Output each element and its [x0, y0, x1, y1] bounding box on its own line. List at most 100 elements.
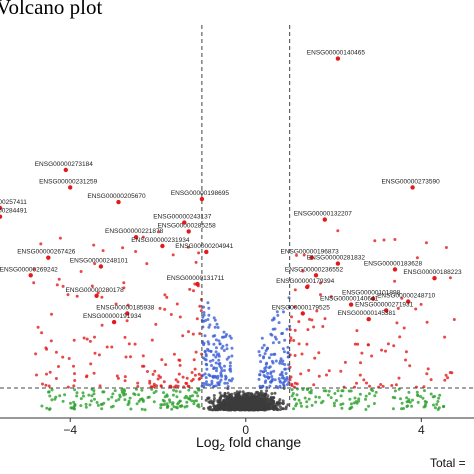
gene-point: [429, 378, 433, 382]
gene-point: [222, 349, 226, 352]
gene-point: [258, 373, 262, 377]
gene-point: [168, 400, 172, 404]
gene-point: [48, 407, 52, 411]
gene-point: [178, 404, 182, 408]
gene-point: [147, 395, 151, 399]
highlighted-gene-point: [68, 185, 73, 190]
gene-point: [313, 356, 317, 360]
gene-point: [115, 374, 119, 378]
gene-point: [240, 407, 243, 411]
gene-point: [121, 246, 125, 250]
gene-point: [415, 256, 419, 260]
gene-point: [289, 336, 293, 340]
highlighted-gene-point: [186, 229, 191, 234]
gene-point: [136, 385, 140, 388]
gene-point: [225, 381, 229, 385]
highlighted-gene-point: [0, 205, 3, 211]
gene-point: [81, 391, 85, 395]
gene-point: [259, 360, 263, 364]
highlighted-gene-point: [94, 293, 99, 298]
highlighted-gene-point: [432, 276, 437, 281]
gene-point: [174, 384, 178, 388]
gene-point: [443, 335, 447, 339]
gene-point: [213, 334, 217, 338]
gene-labels: ENSG00000140465 ENSG00000273184 ENSG000002…: [0, 50, 462, 325]
gene-point: [217, 358, 221, 362]
gene-point: [230, 354, 234, 358]
gene-point: [55, 283, 59, 287]
highlighted-gene-point: [348, 302, 354, 307]
highlighted-gene-point: [125, 311, 130, 316]
gene-point: [269, 380, 273, 384]
gene-point: [259, 389, 263, 393]
gene-point: [381, 384, 385, 388]
gene-point: [181, 375, 185, 379]
gene-point: [188, 287, 192, 291]
gene-point: [329, 396, 333, 400]
gene-point: [373, 394, 377, 398]
gene-point: [192, 289, 195, 293]
gene-point: [271, 327, 275, 331]
gene-point: [339, 369, 343, 373]
gene-point: [299, 372, 303, 376]
x-axis: −4 0 4: [0, 417, 474, 437]
gene-point: [219, 396, 223, 400]
gene-point: [50, 398, 54, 402]
gene-point: [129, 355, 132, 359]
gene-point: [272, 408, 276, 411]
gene-point: [260, 401, 264, 405]
gene-point: [329, 295, 333, 299]
gene-point: [371, 389, 375, 393]
highlighted-gene-point: [0, 214, 3, 219]
gene-point: [79, 404, 83, 408]
gene-point: [188, 394, 192, 398]
gene-point: [133, 342, 137, 346]
x-axis-label-subscript: 2: [219, 442, 225, 454]
gene-point: [72, 400, 76, 404]
gene-point: [258, 403, 262, 407]
gene-point: [310, 318, 314, 322]
gene-point: [202, 407, 206, 410]
gene-point: [225, 343, 229, 347]
gene-point: [126, 303, 130, 307]
gene-point: [221, 401, 225, 405]
gene-point: [50, 312, 53, 316]
gene-point: [228, 361, 232, 365]
gene-point: [274, 384, 278, 388]
gene-point: [210, 379, 214, 383]
gene-point: [367, 404, 370, 408]
gene-point: [416, 393, 420, 397]
gene-point: [204, 319, 207, 322]
gene-point: [154, 389, 158, 393]
gene-point: [285, 376, 289, 379]
gene-point: [333, 392, 337, 395]
gene-point: [207, 313, 211, 317]
gene-point: [172, 405, 176, 409]
highlighted-gene-point: [195, 281, 200, 287]
gene-point: [353, 342, 357, 346]
gene-point: [393, 238, 397, 241]
gene-point: [286, 351, 290, 355]
gene-label: ENSG00000140465: [307, 50, 366, 57]
gene-point: [44, 383, 48, 387]
gene-point: [47, 390, 51, 394]
gene-point: [195, 317, 199, 321]
gene-point: [90, 284, 94, 288]
gene-point: [208, 323, 212, 327]
gene-point: [58, 236, 62, 240]
gene-point: [72, 364, 75, 368]
gene-point: [277, 321, 281, 325]
gene-point: [205, 363, 209, 367]
gene-point: [183, 396, 187, 400]
gene-point: [257, 394, 261, 397]
gene-point: [269, 353, 273, 357]
total-count-label: Total =: [430, 456, 466, 470]
gene-point: [224, 400, 228, 404]
gene-point: [161, 398, 165, 402]
gene-point: [90, 394, 94, 398]
gene-point: [332, 404, 336, 408]
gene-point: [362, 378, 366, 382]
gene-point: [150, 387, 154, 391]
gene-label: ENSG00000248710: [377, 293, 436, 300]
gene-point: [281, 407, 284, 411]
